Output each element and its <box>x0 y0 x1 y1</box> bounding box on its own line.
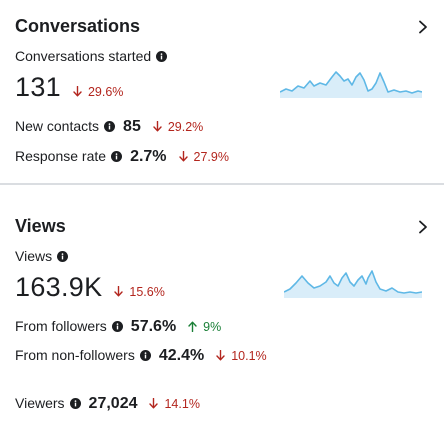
from-non-followers-label-group: From non-followers <box>15 347 151 363</box>
new-contacts-label-group: New contacts <box>15 118 116 134</box>
conversations-started-label: Conversations started <box>15 48 152 64</box>
from-non-followers-row: From non-followers 42.4% 10.1% <box>15 347 267 365</box>
views-section: Views Views 163.9K 15.6% From followers … <box>0 201 444 427</box>
response-rate-label: Response rate <box>15 148 107 164</box>
views-value: 163.9K <box>15 272 103 302</box>
conversations-sparkline <box>280 71 422 98</box>
new-contacts-row: New contacts 85 29.2% <box>15 118 203 136</box>
chevron-right-icon[interactable] <box>416 220 430 234</box>
views-sparkline <box>284 270 422 298</box>
conversations-started-label-group: Conversations started <box>15 48 168 64</box>
arrow-down-icon <box>216 350 225 361</box>
conversations-header[interactable]: Conversations <box>15 16 430 37</box>
new-contacts-change-value: 29.2% <box>167 120 204 134</box>
arrow-down-icon <box>153 121 162 132</box>
views-change: 15.6% <box>114 285 165 299</box>
conversations-section: Conversations Conversations started 131 … <box>0 0 444 183</box>
response-rate-change-value: 27.9% <box>193 150 229 164</box>
viewers-row: Viewers 27,024 14.1% <box>15 395 200 413</box>
info-icon[interactable] <box>111 320 123 332</box>
views-label-group: Views <box>15 248 69 264</box>
info-icon[interactable] <box>69 397 81 409</box>
views-label: Views <box>15 248 53 264</box>
info-icon[interactable] <box>156 50 168 62</box>
from-followers-change-value: 9% <box>203 320 222 334</box>
from-non-followers-label: From non-followers <box>15 347 135 363</box>
views-title: Views <box>15 216 66 236</box>
arrow-down-icon <box>178 151 188 162</box>
conversations-started-metric: 131 29.6% <box>15 72 123 103</box>
info-icon[interactable] <box>139 349 151 361</box>
viewers-value: 27,024 <box>88 395 138 412</box>
info-icon[interactable] <box>57 250 69 262</box>
conversations-started-change-value: 29.6% <box>87 85 124 99</box>
from-followers-value: 57.6% <box>130 318 177 335</box>
conversations-started-change: 29.6% <box>73 85 123 99</box>
new-contacts-value: 85 <box>123 118 141 135</box>
views-metric: 163.9K 15.6% <box>15 272 165 303</box>
section-divider <box>0 183 444 185</box>
views-header[interactable]: Views <box>15 216 430 237</box>
from-non-followers-change-value: 10.1% <box>231 349 267 363</box>
from-non-followers-value: 42.4% <box>158 347 205 364</box>
info-icon[interactable] <box>111 150 123 162</box>
arrow-down-icon <box>73 86 82 97</box>
response-rate-label-group: Response rate <box>15 148 123 164</box>
viewers-change: 14.1% <box>149 397 200 411</box>
arrow-down-icon <box>114 286 124 297</box>
new-contacts-change: 29.2% <box>153 120 203 134</box>
from-non-followers-change: 10.1% <box>216 349 267 363</box>
conversations-title: Conversations <box>15 16 141 36</box>
chevron-right-icon[interactable] <box>416 20 430 34</box>
from-followers-row: From followers 57.6% 9% <box>15 318 221 336</box>
viewers-change-value: 14.1% <box>164 397 200 411</box>
from-followers-label-group: From followers <box>15 318 123 334</box>
arrow-down-icon <box>149 398 159 409</box>
from-followers-label: From followers <box>15 318 107 334</box>
response-rate-row: Response rate 2.7% 27.9% <box>15 148 229 166</box>
viewers-label: Viewers <box>15 395 65 411</box>
views-change-value: 15.6% <box>129 285 165 299</box>
new-contacts-label: New contacts <box>15 118 100 134</box>
viewers-label-group: Viewers <box>15 395 81 411</box>
arrow-up-icon <box>188 321 197 332</box>
response-rate-change: 27.9% <box>178 150 229 164</box>
response-rate-value: 2.7% <box>130 148 167 165</box>
from-followers-change: 9% <box>188 320 221 334</box>
info-icon[interactable] <box>104 120 116 132</box>
conversations-started-value: 131 <box>15 72 61 102</box>
